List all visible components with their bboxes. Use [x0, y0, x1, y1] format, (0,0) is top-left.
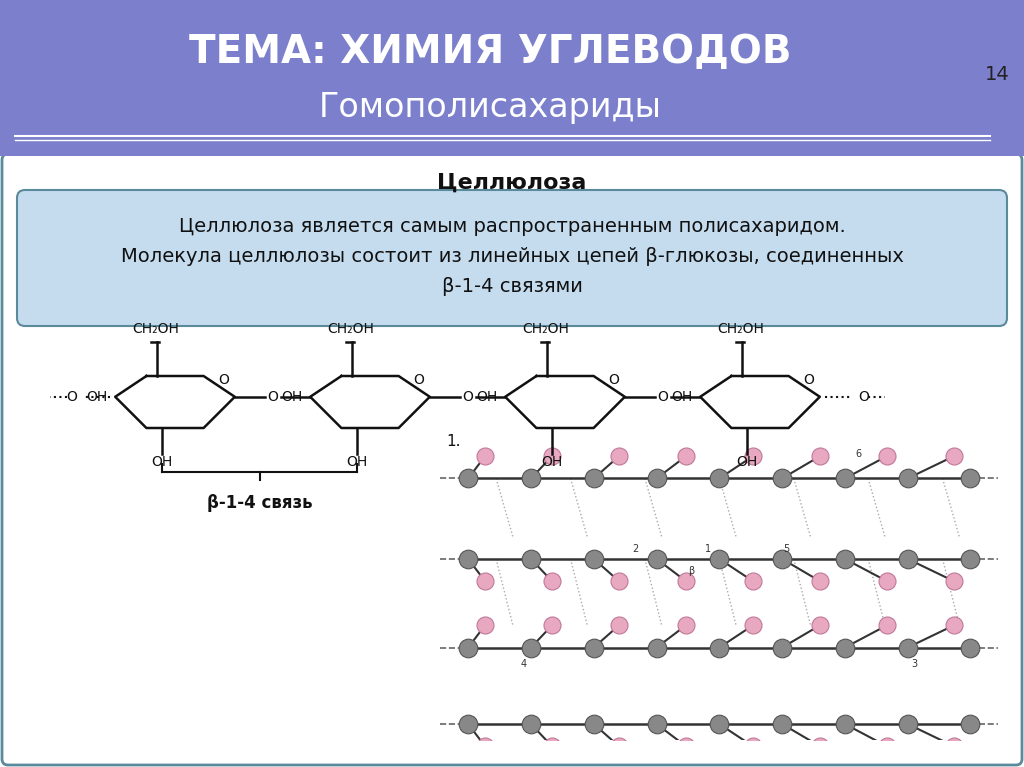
Text: ТЕМА: ХИМИЯ УГЛЕВОДОВ: ТЕМА: ХИМИЯ УГЛЕВОДОВ [188, 33, 792, 71]
Text: O: O [413, 374, 424, 387]
Text: O: O [803, 374, 814, 387]
FancyBboxPatch shape [2, 154, 1022, 765]
Text: OH: OH [86, 390, 108, 403]
Text: O: O [462, 390, 473, 403]
Text: O: O [218, 374, 228, 387]
Text: 14: 14 [985, 65, 1010, 84]
FancyBboxPatch shape [0, 0, 1024, 156]
Text: O: O [67, 390, 77, 403]
Text: CH₂OH: CH₂OH [328, 322, 374, 336]
Text: OH: OH [671, 390, 692, 403]
Text: OH: OH [542, 455, 562, 469]
Text: OH: OH [476, 390, 498, 403]
Text: CH₂OH: CH₂OH [718, 322, 764, 336]
Text: Целлюлоза является самым распространенным полисахаридом.: Целлюлоза является самым распространенны… [178, 216, 846, 235]
Text: O: O [657, 390, 668, 403]
Text: CH₂OH: CH₂OH [522, 322, 569, 336]
Text: OH: OH [152, 455, 173, 469]
Text: O: O [267, 390, 278, 403]
Text: Молекула целлюлозы состоит из линейных цепей β-глюкозы, соединенных: Молекула целлюлозы состоит из линейных ц… [121, 246, 903, 265]
Text: β-1-4 связями: β-1-4 связями [441, 276, 583, 295]
Text: Гомополисахариды: Гомополисахариды [318, 91, 662, 124]
Text: CH₂OH: CH₂OH [132, 322, 179, 336]
FancyBboxPatch shape [17, 190, 1007, 326]
Text: O: O [858, 390, 868, 403]
Text: OH: OH [282, 390, 302, 403]
Text: OH: OH [736, 455, 758, 469]
Text: OH: OH [346, 455, 368, 469]
Text: O: O [608, 374, 618, 387]
Text: β-1-4 связь: β-1-4 связь [207, 494, 312, 512]
Text: Целлюлоза: Целлюлоза [437, 173, 587, 193]
